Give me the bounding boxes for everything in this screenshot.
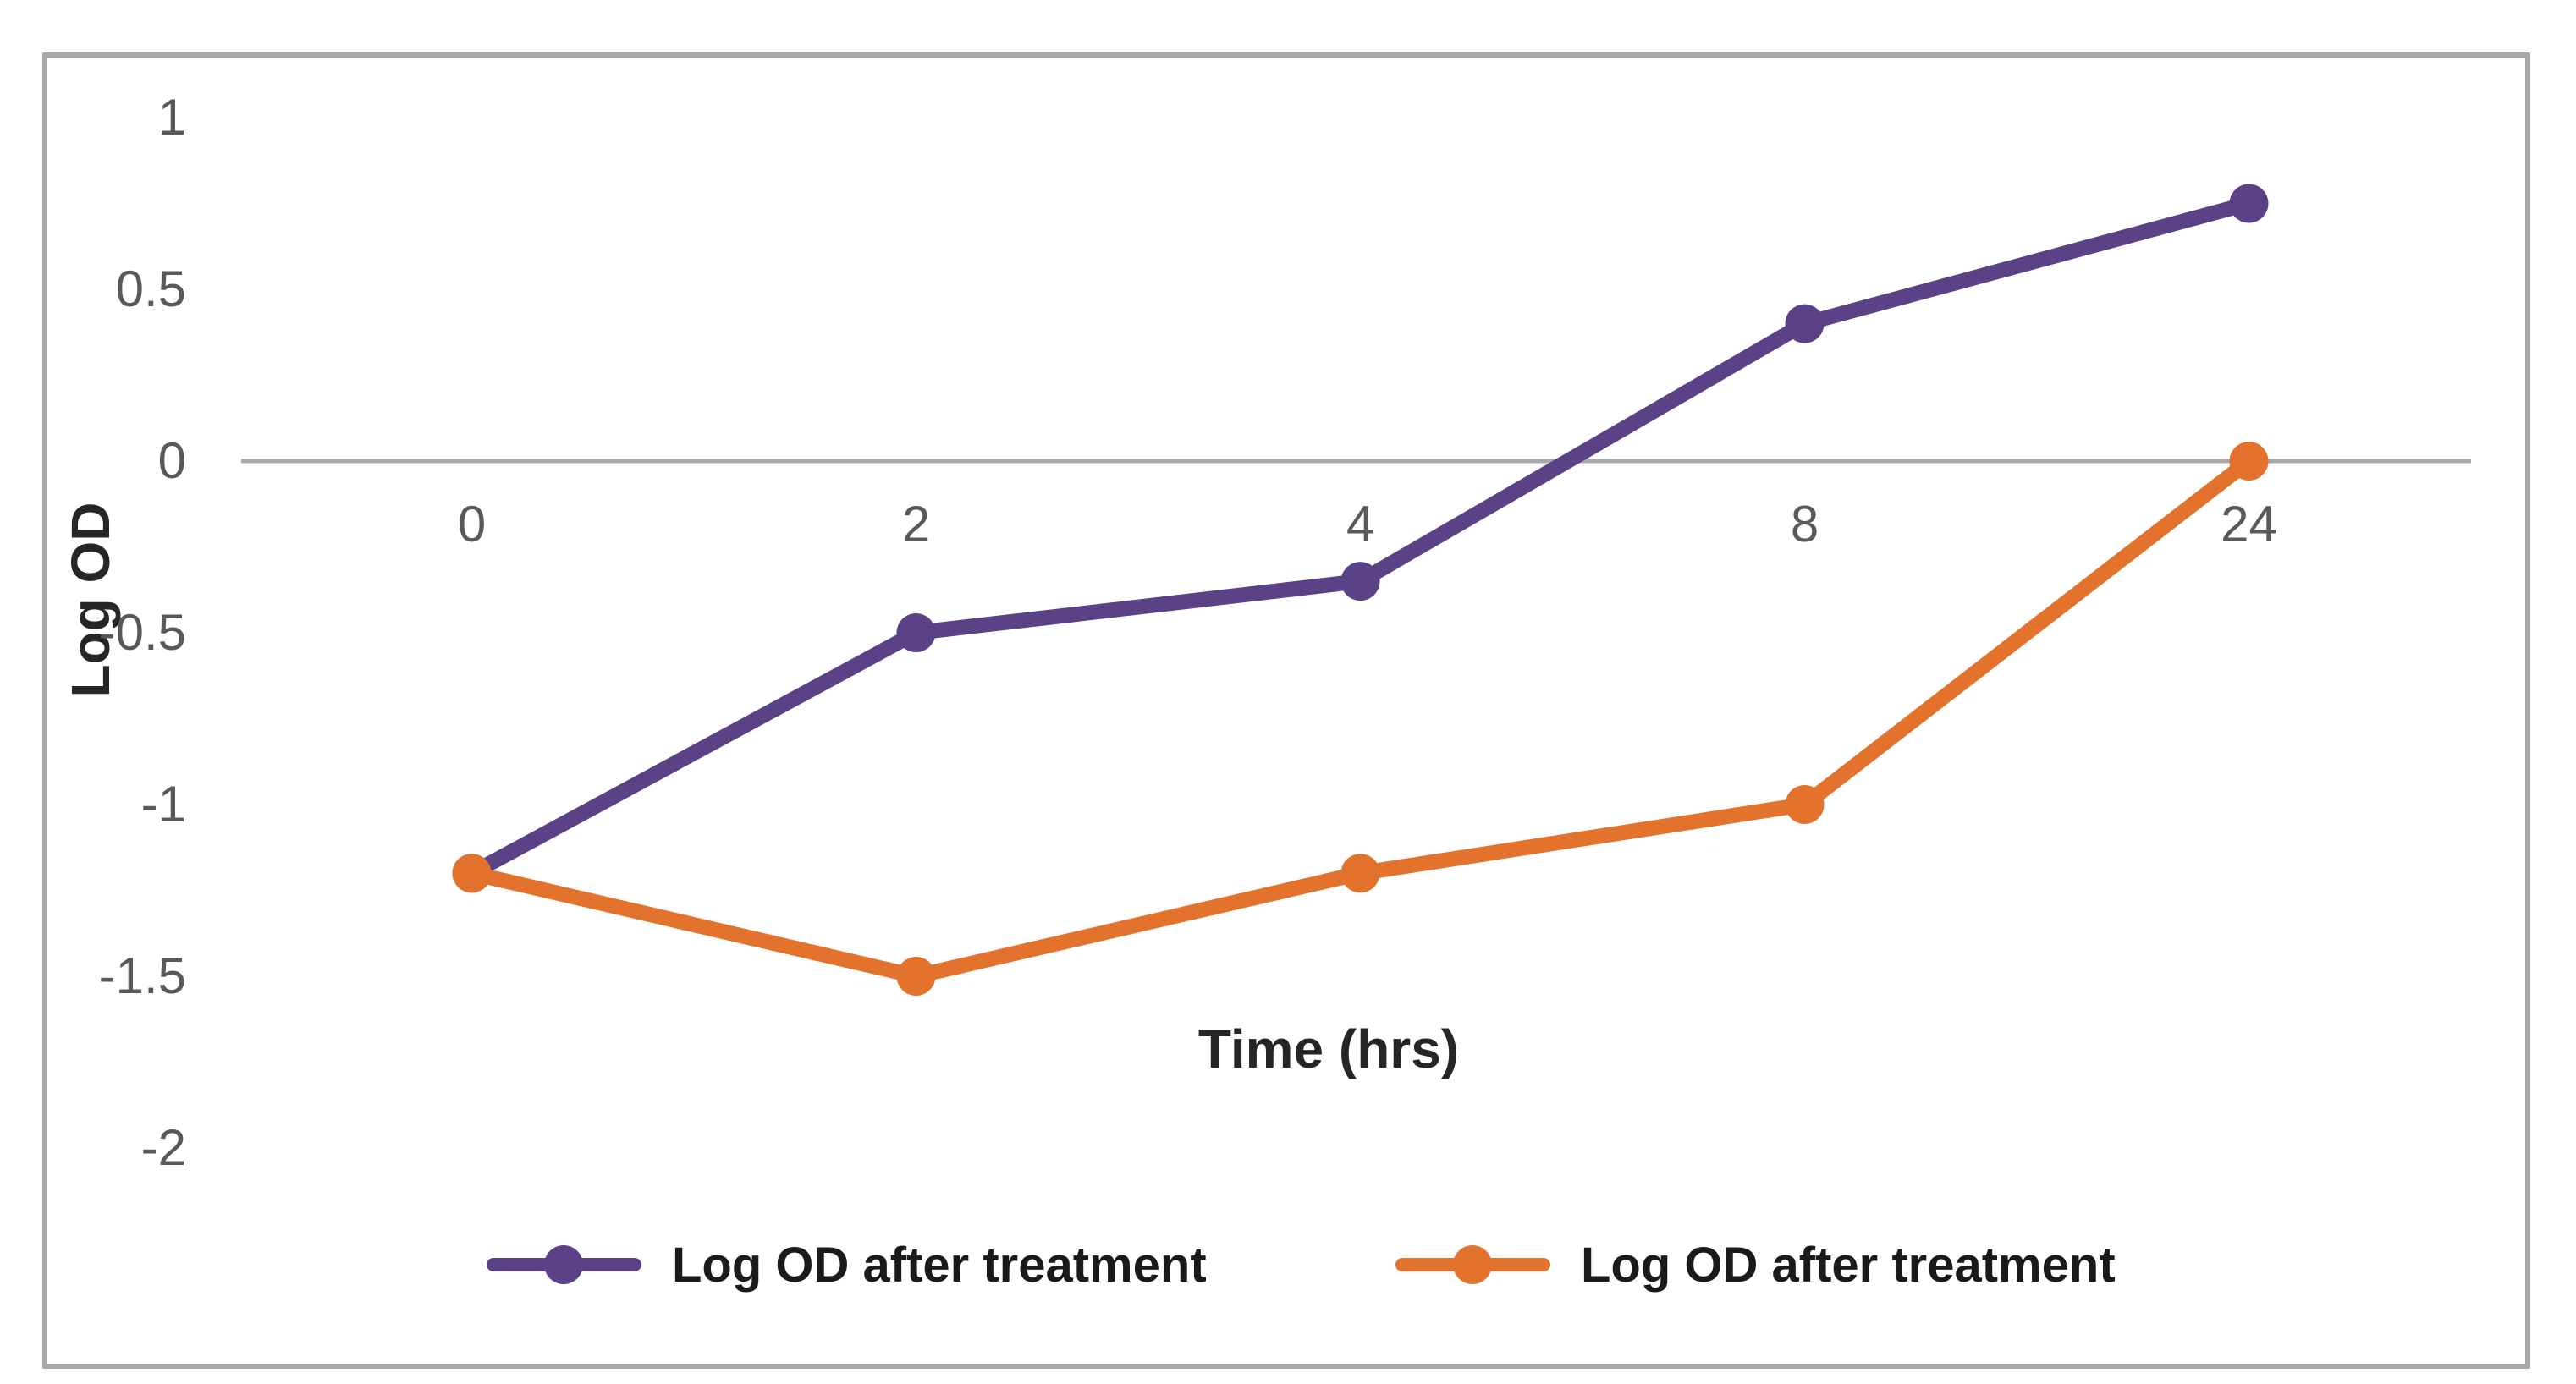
y-axis-title: Log OD <box>60 502 121 698</box>
legend-line-marker-icon <box>1395 1245 1550 1284</box>
data-point-marker <box>1785 304 1825 343</box>
data-point-marker <box>896 957 936 996</box>
legend-line-marker-icon <box>487 1245 641 1284</box>
data-point-marker <box>2229 442 2269 481</box>
data-point-marker <box>452 854 492 893</box>
y-tick-label: -1.5 <box>98 947 186 1004</box>
x-tick-label: 24 <box>2221 496 2277 552</box>
y-tick-label: -0.5 <box>98 604 186 661</box>
data-point-marker <box>1785 785 1825 824</box>
legend-item: Log OD after treatment <box>487 1235 1207 1294</box>
y-tick-label: -1 <box>140 776 186 832</box>
y-tick-label: -2 <box>140 1119 186 1176</box>
data-point-marker <box>2229 184 2269 223</box>
data-point-marker <box>1340 854 1380 893</box>
legend-label: Log OD after treatment <box>1581 1237 2116 1293</box>
chart-frame <box>42 52 2530 1369</box>
legend-label: Log OD after treatment <box>672 1237 1207 1293</box>
y-tick-label: 0.5 <box>115 261 186 317</box>
x-tick-label: 8 <box>1790 496 1819 552</box>
data-point-marker <box>1340 562 1380 601</box>
y-tick-label: 0 <box>157 432 186 489</box>
x-tick-label: 2 <box>901 496 931 552</box>
x-tick-label: 4 <box>1346 496 1375 552</box>
x-axis-title: Time (hrs) <box>1197 1019 1460 1079</box>
x-tick-label: 0 <box>457 496 487 552</box>
y-tick-label: 1 <box>157 89 186 146</box>
data-point-marker <box>896 613 936 652</box>
legend-item: Log OD after treatment <box>1395 1235 2116 1294</box>
